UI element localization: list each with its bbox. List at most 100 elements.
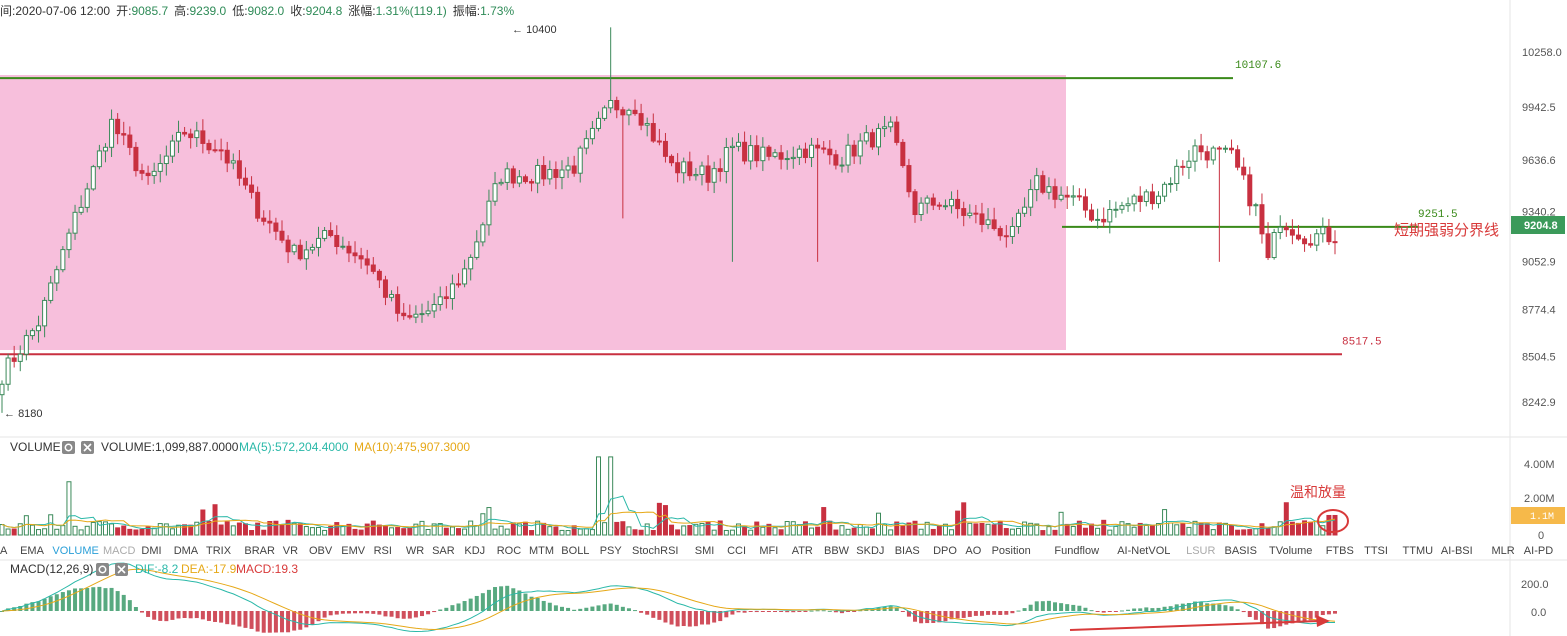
indicator-tab-rsi[interactable]: RSI bbox=[374, 545, 392, 557]
indicator-tab-lsur[interactable]: LSUR bbox=[1186, 545, 1215, 557]
volume-bar bbox=[1070, 525, 1076, 536]
indicator-tab-vr[interactable]: VR bbox=[283, 545, 298, 557]
indicator-tab-position[interactable]: Position bbox=[992, 545, 1031, 557]
price-level-label: 8517.5 bbox=[1342, 336, 1382, 348]
close-icon[interactable] bbox=[115, 563, 128, 576]
indicator-tab-basis[interactable]: BASIS bbox=[1225, 545, 1257, 557]
indicator-tab-tvolume[interactable]: TVolume bbox=[1269, 545, 1312, 557]
indicator-tab-ao[interactable]: AO bbox=[965, 545, 981, 557]
indicator-tab-mlr[interactable]: MLR bbox=[1492, 545, 1515, 557]
indicator-tab-brar[interactable]: BRAR bbox=[244, 545, 275, 557]
candle-body bbox=[358, 255, 364, 260]
macd-histogram-bar bbox=[1211, 603, 1216, 611]
consolidation-zone bbox=[0, 75, 1066, 350]
candle-body bbox=[1082, 196, 1088, 211]
volume-bar bbox=[449, 526, 455, 536]
indicator-tab-smi[interactable]: SMI bbox=[695, 545, 715, 557]
macd-histogram-bar bbox=[1132, 608, 1137, 611]
macd-histogram-bar bbox=[657, 611, 662, 620]
macd-histogram-bar bbox=[346, 611, 351, 614]
candle-body bbox=[443, 296, 449, 300]
indicator-tab-mtm[interactable]: MTM bbox=[529, 545, 554, 557]
gear-icon[interactable] bbox=[62, 441, 75, 454]
macd-histogram-bar bbox=[675, 611, 680, 627]
indicator-tab-obv[interactable]: OBV bbox=[309, 545, 333, 557]
volume-bar bbox=[109, 523, 115, 536]
indicator-tab-dmi[interactable]: DMI bbox=[141, 545, 161, 557]
candle-body bbox=[894, 121, 900, 143]
indicator-tab-volume[interactable]: VOLUME bbox=[52, 545, 98, 557]
macd-histogram-bar bbox=[937, 611, 942, 623]
indicator-tab-cci[interactable]: CCI bbox=[727, 545, 746, 557]
macd-histogram-bar bbox=[1089, 610, 1094, 612]
indicator-tab-ema[interactable]: EMA bbox=[20, 545, 44, 557]
indicator-tab-ai-netvol[interactable]: AI-NetVOL bbox=[1117, 545, 1170, 557]
indicator-tab-boll[interactable]: BOLL bbox=[561, 545, 589, 557]
indicator-tab-ai-bsi[interactable]: AI-BSI bbox=[1441, 545, 1473, 557]
indicator-tab-dpo[interactable]: DPO bbox=[933, 545, 957, 557]
volume-bar bbox=[346, 523, 352, 536]
indicator-tab-mfi[interactable]: MFI bbox=[759, 545, 778, 557]
macd-histogram-bar bbox=[371, 611, 376, 614]
volume-bar bbox=[711, 529, 717, 536]
macd-histogram-bar bbox=[602, 604, 607, 611]
candle-body bbox=[675, 162, 681, 174]
macd-histogram-bar bbox=[529, 596, 534, 611]
macd-histogram-bar bbox=[578, 608, 583, 611]
indicator-tab-macd[interactable]: MACD bbox=[103, 545, 135, 557]
macd-histogram-bar bbox=[906, 611, 911, 617]
ohlc-header: 间:2020-07-06 12:00 开:9085.7 高:9239.0 低:9082… bbox=[0, 3, 514, 18]
price-level-label: 9251.5 bbox=[1418, 209, 1458, 221]
macd-histogram-bar bbox=[712, 611, 717, 623]
macd-histogram-bar bbox=[432, 611, 437, 613]
indicator-tab-psy[interactable]: PSY bbox=[600, 545, 623, 557]
indicator-tab-atr[interactable]: ATR bbox=[792, 545, 813, 557]
volume-bar bbox=[833, 529, 839, 536]
candle-body bbox=[1131, 195, 1137, 205]
indicator-tab-skdj[interactable]: SKDJ bbox=[856, 545, 884, 557]
macd-histogram-bar bbox=[663, 611, 668, 623]
macd-histogram-bar bbox=[986, 611, 991, 615]
candle-body bbox=[711, 168, 717, 183]
volume-bar bbox=[206, 520, 212, 536]
volume-bar bbox=[504, 528, 510, 536]
indicator-tab-bbw[interactable]: BBW bbox=[824, 545, 850, 557]
indicator-tab-stochrsi[interactable]: StochRSI bbox=[632, 545, 678, 557]
price-level-label: 10107.6 bbox=[1235, 60, 1281, 72]
indicator-tab-ai-pd[interactable]: AI-PD bbox=[1524, 545, 1553, 557]
macd-histogram-bar bbox=[742, 611, 747, 613]
indicator-tab-wr[interactable]: WR bbox=[406, 545, 424, 557]
indicator-tab-emv[interactable]: EMV bbox=[341, 545, 366, 557]
macd-histogram-bar bbox=[146, 611, 151, 617]
indicator-tab-ftbs[interactable]: FTBS bbox=[1326, 545, 1354, 557]
volume-bar bbox=[1015, 527, 1021, 536]
volume-bar bbox=[127, 528, 133, 536]
indicator-tab-a[interactable]: A bbox=[0, 545, 8, 557]
volume-bar bbox=[1308, 521, 1314, 536]
candle-body bbox=[912, 191, 918, 216]
candle-body bbox=[376, 270, 382, 281]
gear-icon[interactable] bbox=[96, 563, 109, 576]
volume-bar bbox=[60, 525, 66, 536]
macd-histogram-bar bbox=[608, 603, 613, 611]
close-icon[interactable] bbox=[81, 441, 94, 454]
candle-body bbox=[1326, 226, 1332, 243]
indicator-tab-ttmu[interactable]: TTMU bbox=[1403, 545, 1434, 557]
volume-bar bbox=[102, 521, 108, 536]
macd-histogram-bar bbox=[913, 611, 918, 622]
candle-body bbox=[340, 245, 346, 248]
volume-bar bbox=[997, 521, 1003, 536]
indicator-tab-roc[interactable]: ROC bbox=[497, 545, 522, 557]
indicator-tab-trix[interactable]: TRIX bbox=[206, 545, 232, 557]
volume-bar bbox=[912, 520, 918, 536]
volume-bar bbox=[1222, 522, 1228, 536]
indicator-tab-kdj[interactable]: KDJ bbox=[464, 545, 485, 557]
candle-body bbox=[437, 296, 443, 306]
indicator-tab-fundflow[interactable]: Fundflow bbox=[1054, 545, 1099, 557]
indicator-tab-bias[interactable]: BIAS bbox=[895, 545, 920, 557]
indicator-tab-dma[interactable]: DMA bbox=[174, 545, 199, 557]
indicator-tab-sar[interactable]: SAR bbox=[432, 545, 455, 557]
indicator-tab-ttsi[interactable]: TTSI bbox=[1364, 545, 1388, 557]
macd-histogram-bar bbox=[1053, 602, 1058, 611]
